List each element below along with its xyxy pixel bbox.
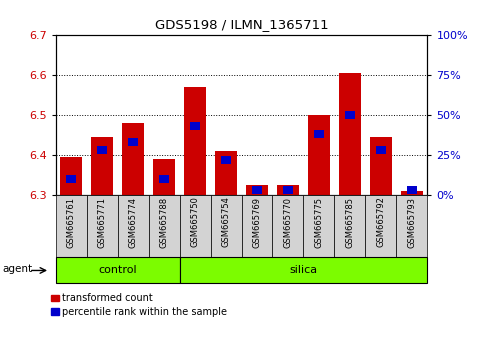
Bar — [308, 115, 330, 195]
Bar — [334, 195, 366, 257]
Bar — [66, 175, 76, 183]
Bar — [339, 73, 361, 195]
Text: GSM665770: GSM665770 — [284, 196, 293, 247]
Bar — [184, 87, 206, 195]
Bar — [60, 157, 82, 195]
Text: control: control — [98, 265, 137, 275]
Bar — [345, 111, 355, 119]
Bar — [252, 186, 262, 194]
Text: GSM665774: GSM665774 — [128, 196, 138, 247]
Legend: transformed count, percentile rank within the sample: transformed count, percentile rank withi… — [51, 293, 227, 317]
Bar — [211, 195, 242, 257]
Bar — [97, 146, 107, 154]
Bar — [215, 151, 237, 195]
Text: GSM665754: GSM665754 — [222, 196, 230, 247]
Text: GSM665775: GSM665775 — [314, 196, 324, 247]
Text: GSM665750: GSM665750 — [190, 196, 199, 247]
Bar — [277, 185, 299, 195]
Bar — [159, 175, 169, 183]
Text: silica: silica — [289, 265, 317, 275]
Bar — [407, 186, 417, 194]
Bar — [180, 195, 211, 257]
Bar — [180, 257, 427, 283]
Text: agent: agent — [3, 264, 33, 274]
Text: GSM665761: GSM665761 — [67, 196, 75, 247]
Bar — [401, 191, 423, 195]
Text: GSM665769: GSM665769 — [253, 196, 261, 247]
Bar — [242, 195, 272, 257]
Bar — [91, 137, 113, 195]
Bar — [128, 138, 138, 146]
Text: GSM665771: GSM665771 — [98, 196, 107, 247]
Bar — [56, 257, 180, 283]
Text: GSM665793: GSM665793 — [408, 196, 416, 247]
Bar — [303, 195, 334, 257]
Bar — [314, 130, 324, 138]
Text: GSM665785: GSM665785 — [345, 196, 355, 247]
Bar — [370, 137, 392, 195]
Bar — [56, 195, 86, 257]
Bar — [221, 156, 231, 164]
Text: GSM665788: GSM665788 — [159, 196, 169, 248]
Title: GDS5198 / ILMN_1365711: GDS5198 / ILMN_1365711 — [155, 18, 328, 32]
Text: GSM665792: GSM665792 — [376, 196, 385, 247]
Bar — [86, 195, 117, 257]
Bar — [149, 195, 180, 257]
Bar — [122, 123, 144, 195]
Bar — [246, 185, 268, 195]
Bar — [376, 146, 386, 154]
Bar — [190, 122, 200, 130]
Bar — [366, 195, 397, 257]
Bar — [117, 195, 149, 257]
Bar — [283, 186, 293, 194]
Bar — [397, 195, 427, 257]
Bar — [153, 159, 175, 195]
Bar — [272, 195, 303, 257]
